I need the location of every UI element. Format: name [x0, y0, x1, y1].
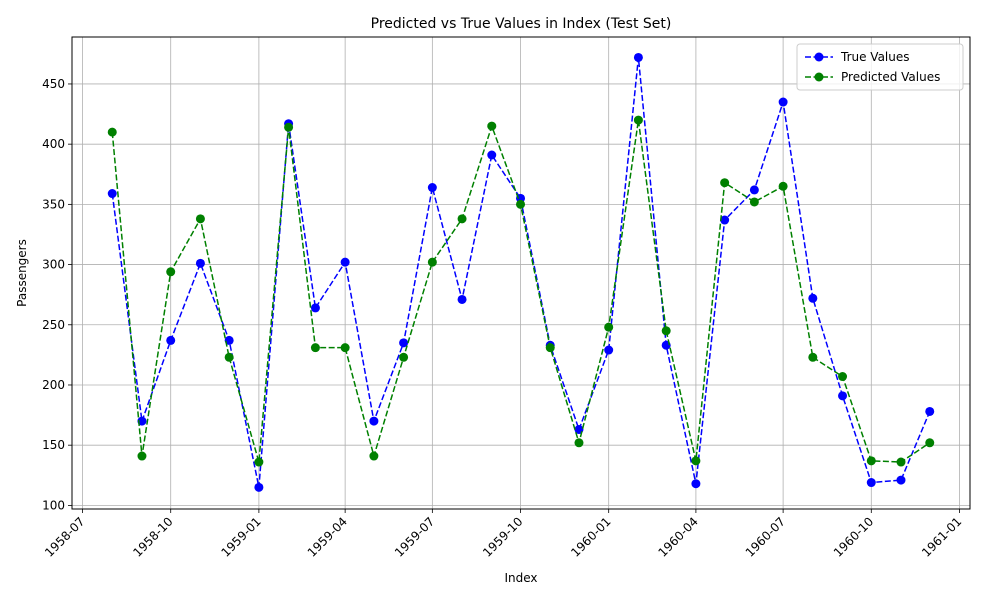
data-point: [427, 257, 437, 267]
y-tick-label: 250: [42, 318, 65, 332]
y-tick-label: 400: [42, 137, 65, 151]
data-point: [661, 326, 671, 336]
series-line: [111, 57, 931, 488]
data-point: [925, 438, 935, 448]
data-point: [574, 438, 584, 448]
data-point: [254, 482, 264, 492]
y-tick-label: 350: [42, 197, 65, 211]
data-point: [457, 294, 467, 304]
y-axis: 100 150 200 250 300 350 400 450: [42, 77, 72, 512]
series-true-values: [107, 52, 935, 492]
data-point: [808, 293, 818, 303]
data-point: [633, 52, 643, 62]
data-point: [487, 150, 497, 160]
plot-frame: [71, 36, 971, 510]
legend-label: True Values: [840, 50, 910, 64]
data-point: [399, 338, 409, 348]
y-tick-label: 450: [42, 77, 65, 91]
chart-title: Predicted vs True Values in Index (Test …: [371, 16, 672, 32]
data-point: [896, 457, 906, 467]
series-layer: [107, 52, 935, 492]
y-axis-title: Passengers: [15, 239, 29, 307]
data-point: [107, 127, 117, 137]
data-point: [340, 257, 350, 267]
data-point: [224, 335, 234, 345]
data-point: [310, 343, 320, 353]
x-axis-title: Index: [504, 571, 537, 585]
data-point: [691, 479, 701, 489]
data-point: [778, 97, 788, 107]
series-predicted-values: [107, 115, 935, 467]
data-point: [195, 258, 205, 268]
data-point: [866, 456, 876, 466]
data-point: [720, 178, 730, 188]
data-point: [284, 122, 294, 132]
data-point: [487, 121, 497, 131]
legend-label: Predicted Values: [841, 70, 940, 84]
data-point: [545, 343, 555, 353]
data-point: [224, 352, 234, 362]
data-point: [399, 352, 409, 362]
y-tick-label: 150: [42, 438, 65, 452]
data-point: [604, 322, 614, 332]
data-point: [838, 372, 848, 382]
data-point: [166, 335, 176, 345]
legend: True Values Predicted Values: [796, 43, 964, 91]
data-point: [254, 457, 264, 467]
legend-box: [796, 43, 964, 91]
data-point: [925, 406, 935, 416]
data-point: [749, 197, 759, 207]
y-tick-label: 100: [42, 498, 65, 512]
data-point: [866, 478, 876, 488]
data-point: [749, 185, 759, 195]
data-point: [107, 189, 117, 199]
data-point: [369, 451, 379, 461]
data-point: [340, 343, 350, 353]
data-point: [369, 416, 379, 426]
data-point: [808, 352, 818, 362]
data-point: [166, 267, 176, 277]
y-tick-label: 300: [42, 258, 65, 272]
data-point: [195, 214, 205, 224]
data-point: [778, 181, 788, 191]
data-point: [137, 451, 147, 461]
data-point: [310, 303, 320, 313]
data-point: [633, 115, 643, 125]
data-point: [691, 456, 701, 466]
legend-marker: [814, 52, 824, 62]
data-point: [427, 183, 437, 193]
y-tick-label: 200: [42, 378, 65, 392]
data-point: [720, 215, 730, 225]
data-point: [516, 199, 526, 209]
data-point: [457, 214, 467, 224]
legend-marker: [814, 72, 824, 82]
data-point: [604, 345, 614, 355]
data-point: [838, 391, 848, 401]
data-point: [896, 475, 906, 485]
